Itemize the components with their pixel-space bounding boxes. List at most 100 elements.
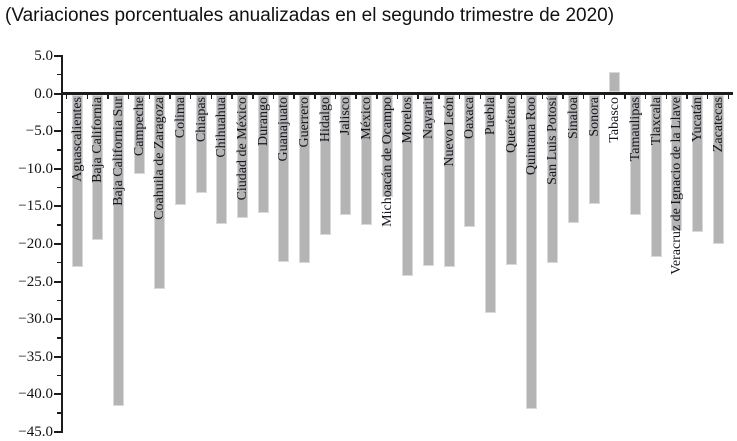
x-axis-label: Ciudad de México [234,97,250,201]
x-axis-label: Campeche [131,97,147,157]
bar [671,95,683,232]
bar [547,95,559,264]
x-axis-tick [231,95,233,99]
x-axis-label: Tabasco [607,97,623,143]
y-axis-tick-label: −30.0 [18,311,53,328]
y-axis-major-tick [54,54,61,57]
x-axis-tick [562,95,564,99]
y-axis-minor-tick [56,224,61,226]
x-axis-tick [148,95,151,99]
x-axis-label: Sinaloa [565,97,581,139]
x-axis-tick [665,95,668,99]
x-axis-tick [169,95,171,99]
bar [609,72,621,92]
y-axis-major-tick [54,318,61,321]
x-axis-label: Guanajuato [276,97,292,162]
y-axis-major-tick [54,242,61,245]
bar [650,95,662,257]
y-axis-minor-tick [56,186,61,189]
x-axis-label: Zacatecas [710,97,726,153]
bar [174,95,186,205]
x-axis-label: Oaxaca [462,97,478,139]
bar [340,95,352,216]
bar [402,95,414,277]
x-axis-label: Morelos [400,97,416,144]
x-axis-tick [644,95,647,99]
x-axis-tick [706,95,709,99]
y-axis-minor-tick [56,374,61,377]
x-axis-tick [582,95,585,99]
bar [526,95,538,410]
x-axis-tick [127,95,130,99]
y-axis-tick-label: 5.0 [34,47,53,64]
y-axis-spine [60,55,63,433]
bar [236,95,248,218]
x-axis-tick [65,95,68,99]
x-axis-label: Tamaulipas [627,97,643,162]
bar [195,95,207,193]
x-axis-label: Chiapas [193,97,209,143]
x-axis-tick [107,95,109,99]
x-axis-tick [500,95,502,99]
bar [443,95,455,268]
x-axis-label: Quintana Roo [524,97,540,176]
bar [505,95,517,265]
chart-title: (Variaciones porcentuales anualizadas en… [5,5,615,26]
x-axis-label: Baja California [90,97,106,183]
y-axis-minor-tick [56,299,61,302]
bar [319,95,331,235]
x-axis-tick [86,95,89,99]
x-axis-tick [541,95,544,99]
x-axis-tick [624,95,626,99]
y-axis-major-tick [54,355,61,358]
bar [278,95,290,262]
bar [361,95,373,226]
y-axis-major-tick [54,92,61,95]
bar [298,95,310,264]
x-axis-label: Jalisco [338,97,354,136]
y-axis-minor-tick [56,73,61,76]
y-axis-tick-label: −15.0 [18,198,53,215]
x-axis-tick [479,95,481,99]
bar [112,95,124,406]
y-axis-minor-tick [56,261,61,264]
x-axis-label: Hidalgo [317,97,333,143]
x-axis-tick [458,95,461,99]
x-axis-label: Baja California Sur [110,97,126,206]
x-axis-tick [314,95,316,99]
x-axis-label: San Luis Potosí [545,97,561,185]
y-axis-major-tick [54,205,61,208]
x-axis-tick [686,95,688,99]
y-axis-tick-label: 0.0 [34,85,53,102]
x-axis-tick [376,95,378,99]
x-axis-label: México [359,97,375,140]
x-axis-label: Aguascalientes [69,97,85,182]
y-axis-minor-tick [56,111,61,114]
x-axis-label: Michoacán de Ocampo [379,97,395,227]
bar [133,95,145,174]
y-axis-minor-tick [56,412,61,414]
x-axis-tick [252,95,254,99]
bar [423,95,435,267]
bar [464,95,476,228]
bar [216,95,228,225]
bar [92,95,104,241]
y-axis-tick-label: −45.0 [18,423,53,440]
y-axis-major-tick [54,393,61,396]
bar [71,95,83,268]
x-axis-tick [355,95,357,99]
x-axis-label: Nayarit [421,97,437,139]
x-axis-tick [727,95,730,99]
x-axis-tick [210,95,213,99]
x-axis-tick [603,95,606,99]
x-axis-label: Chihuahua [214,97,230,158]
y-axis-minor-tick [56,149,61,151]
x-axis-label: Querétaro [503,97,519,153]
y-axis-minor-tick [56,337,61,339]
x-axis-tick [438,95,440,99]
x-axis-label: Guerrero [296,97,312,148]
y-axis-tick-label: −10.0 [18,160,53,177]
bar [567,95,579,223]
bar [485,95,497,314]
